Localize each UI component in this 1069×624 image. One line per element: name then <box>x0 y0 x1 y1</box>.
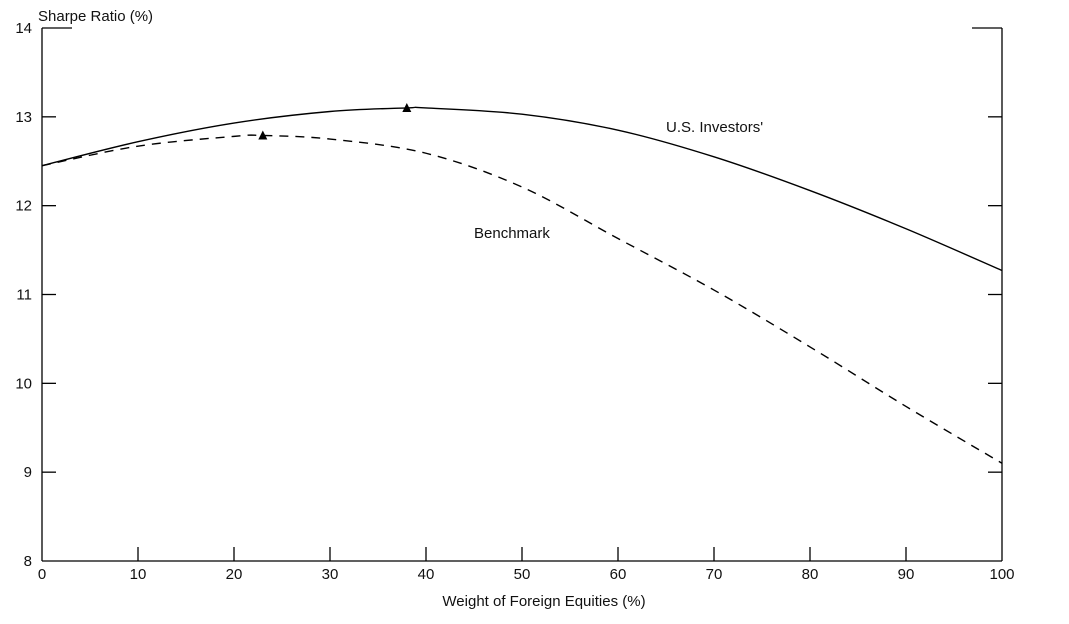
series-group <box>41 102 1003 464</box>
x-tick-label: 0 <box>38 566 46 583</box>
y-tick-label: 8 <box>24 553 32 570</box>
y-tick-label: 14 <box>15 20 32 37</box>
x-axis-label: Weight of Foreign Equities (%) <box>442 593 645 610</box>
x-tick-label: 80 <box>802 566 819 583</box>
y-axis-label: Sharpe Ratio (%) <box>38 8 153 25</box>
axes: 8 9 10 11 12 13 14 0 10 20 30 40 50 60 70 80 90 100 <box>15 20 1014 583</box>
x-tick-label: 90 <box>898 566 915 583</box>
x-tick-label: 40 <box>418 566 435 583</box>
x-tick-label: 100 <box>989 566 1014 583</box>
series-label-benchmark: Benchmark <box>474 225 550 242</box>
y-tick-label: 13 <box>15 109 32 126</box>
peak-marker-benchmark <box>258 130 268 140</box>
x-tick-label: 10 <box>130 566 147 583</box>
y-tick-label: 12 <box>15 198 32 215</box>
x-tick-label: 30 <box>322 566 339 583</box>
peak-marker-us-investors <box>402 102 412 112</box>
x-tick-label: 50 <box>514 566 531 583</box>
x-tick-label: 20 <box>226 566 243 583</box>
y-tick-label: 9 <box>24 464 32 481</box>
x-tick-label: 70 <box>706 566 723 583</box>
y-tick-label: 10 <box>15 375 32 392</box>
series-label-us-investors: U.S. Investors' <box>666 119 763 136</box>
x-tick-label: 60 <box>610 566 627 583</box>
y-tick-label: 11 <box>16 287 32 304</box>
line-us-investors <box>41 106 1003 272</box>
line-benchmark <box>41 134 1003 464</box>
